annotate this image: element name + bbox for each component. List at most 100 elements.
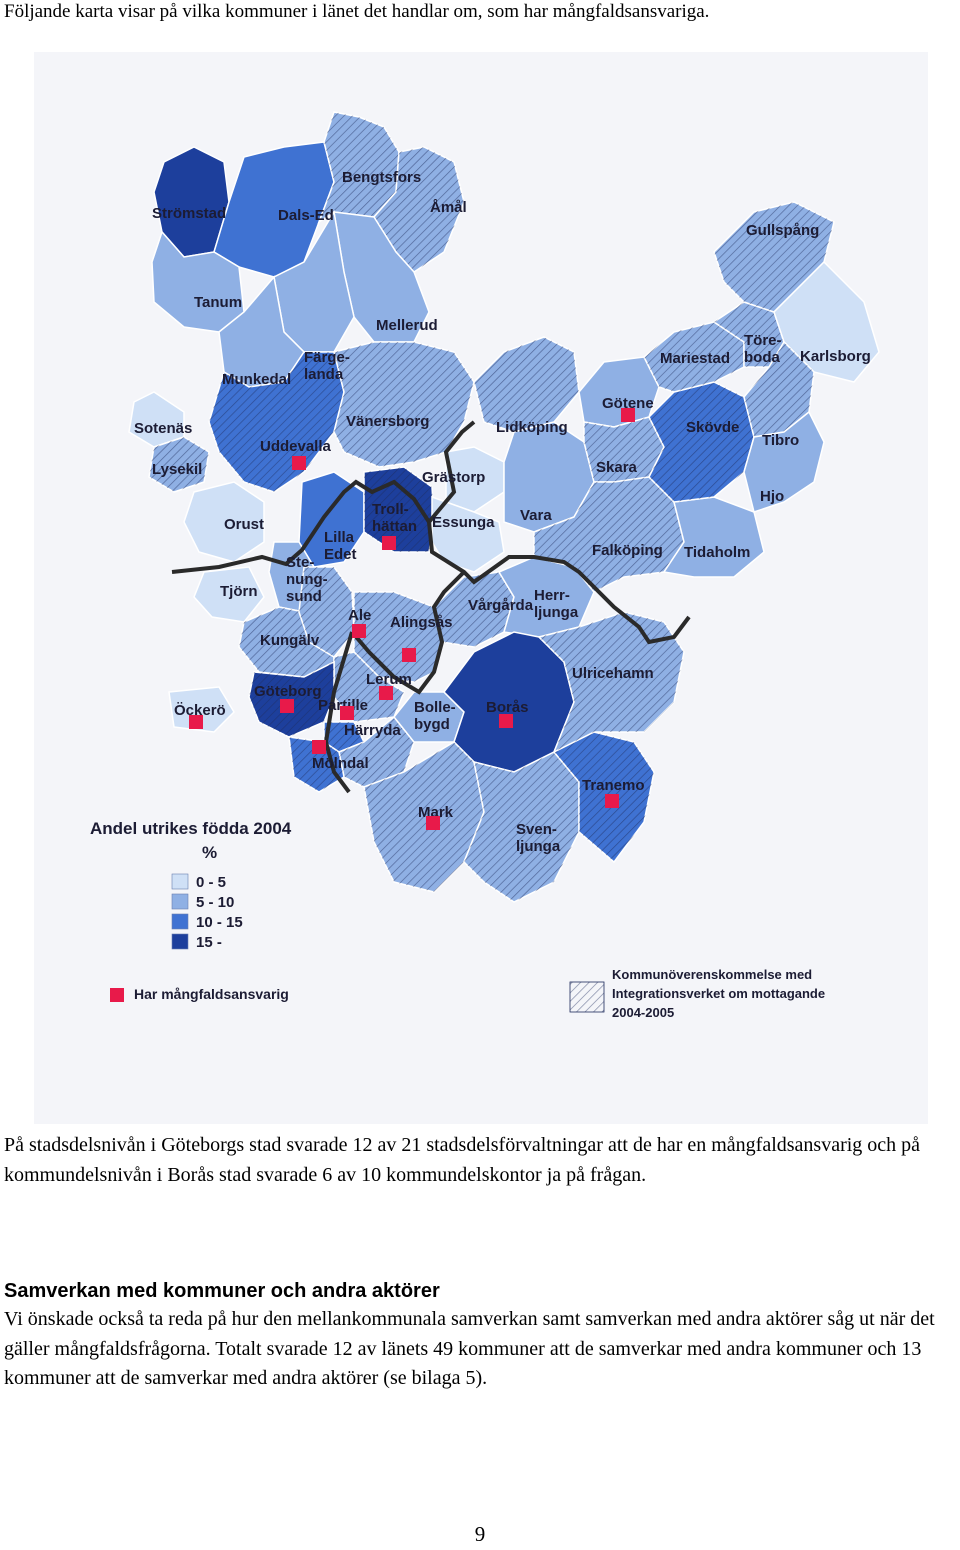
- hatch-uddevalla: [209, 352, 344, 492]
- label-karlsborg: Karlsborg: [800, 348, 871, 365]
- region-karlsborg: [773, 260, 880, 383]
- legend-agreement-line3: 2004-2005: [612, 1005, 674, 1020]
- label-grästorp: Grästorp: [422, 469, 485, 486]
- label-herr-ljunga: Herr-ljunga: [534, 587, 579, 621]
- label-dals-ed: Dals-Ed: [278, 207, 334, 224]
- marker-göteborg: [280, 699, 294, 713]
- label-strömstad: Strömstad: [152, 205, 226, 222]
- marker-götene: [621, 408, 635, 422]
- legend-agreement-line1: Kommunöverenskommelse med: [612, 967, 812, 982]
- label-ale: Ale: [348, 607, 371, 624]
- label-borås: Borås: [486, 699, 529, 716]
- paragraph-stadsdelar: På stadsdelsnivån i Göteborgs stad svara…: [4, 1134, 921, 1186]
- legend-band-label-2: 10 - 15: [196, 914, 243, 931]
- label-mellerud: Mellerud: [376, 317, 438, 334]
- hatch-ulricehamn: [539, 612, 684, 752]
- hatch-skara: [584, 417, 664, 482]
- paragraph-samverkan: Vi önskade också ta reda på hur den mell…: [4, 1308, 935, 1389]
- municipality-map: Strömstad Dals-Ed Bengtsfors Åmål Tanum Melle…: [34, 52, 928, 1124]
- legend-unit: %: [202, 843, 217, 862]
- hatch-ale: [299, 567, 354, 657]
- label-tibro: Tibro: [762, 432, 799, 449]
- hatch-lysekil: [149, 437, 209, 492]
- label-färge-landa: Färge-landa: [304, 349, 350, 383]
- label-tidaholm: Tidaholm: [684, 544, 750, 561]
- label-tjörn: Tjörn: [220, 583, 258, 600]
- hatch-falköping: [534, 477, 684, 592]
- hatch-lidköping: [474, 337, 579, 432]
- marker-mark: [426, 816, 440, 830]
- label-essunga: Essunga: [432, 514, 495, 531]
- label-götene: Götene: [602, 395, 654, 412]
- legend-band-label-1: 5 - 10: [196, 894, 234, 911]
- label-göteborg: Göteborg: [254, 683, 322, 700]
- hatch-mark: [364, 742, 484, 892]
- marker-troll-hättan: [382, 536, 396, 550]
- region-tidaholm: [662, 496, 765, 578]
- hatch-tranemo: [554, 732, 654, 862]
- hatch-skövde: [649, 382, 754, 502]
- label-vara: Vara: [520, 507, 552, 524]
- marker-öckerö: [189, 715, 203, 729]
- marker-alingsås: [402, 648, 416, 662]
- marker-partille: [340, 706, 354, 720]
- page-number: 9: [474, 1522, 486, 1546]
- label-falköping: Falköping: [592, 542, 663, 559]
- legend-swatch-1: [171, 893, 189, 910]
- label-tranemo: Tranemo: [582, 777, 645, 794]
- map-svg: Strömstad Dals-Ed Bengtsfors Åmål Tanum Melle…: [90, 111, 880, 1020]
- label-uddevalla: Uddevalla: [260, 438, 332, 455]
- label-orust: Orust: [224, 516, 264, 533]
- label-lerum: Lerum: [366, 671, 412, 688]
- label-lilla-edet: Lilla Edet: [324, 529, 357, 563]
- label-mölndal: Mölndal: [312, 755, 369, 772]
- hatch-lerum: [334, 652, 404, 722]
- legend-agreement-line2: Integrationsverket om mottagande: [612, 986, 825, 1001]
- legend-swatch-3: [171, 933, 189, 950]
- intro-text: Följande karta visar på vilka kommuner i…: [4, 1, 710, 22]
- label-mariestad: Mariestad: [660, 350, 730, 367]
- label-sven-ljunga: Sven-ljunga: [516, 821, 561, 855]
- label-bolle-bygd: Bolle-bygd: [414, 699, 456, 733]
- region-götene: [578, 356, 660, 428]
- hatch-åmål: [374, 147, 464, 272]
- label-gullspång: Gullspång: [746, 222, 819, 239]
- section-heading: Samverkan med kommuner och andra aktörer: [4, 1280, 440, 1302]
- region-öckerö: [168, 686, 235, 733]
- label-lysekil: Lysekil: [152, 461, 202, 478]
- label-sotenäs: Sotenäs: [134, 420, 192, 437]
- legend-title: Andel utrikes födda 2004: [90, 819, 292, 838]
- label-härryda: Härryda: [344, 722, 401, 739]
- label-lidköping: Lidköping: [496, 419, 568, 436]
- label-skövde: Skövde: [686, 419, 739, 436]
- hatch-töre-boda: [714, 302, 784, 367]
- hatch-bengtsfors: [319, 112, 399, 222]
- label-vänersborg: Vänersborg: [346, 413, 429, 430]
- legend-marker-label: Har mångfaldsansvarig: [134, 986, 289, 1002]
- hatch-gullspång: [714, 202, 834, 312]
- marker-lerum: [379, 686, 393, 700]
- legend-band-label-3: 15 -: [196, 934, 222, 951]
- label-kungälv: Kungälv: [260, 632, 320, 649]
- label-ulricehamn: Ulricehamn: [572, 665, 654, 682]
- hatch-härryda: [339, 717, 414, 787]
- hatch-mariestad: [644, 322, 744, 392]
- legend-swatch-2: [171, 913, 189, 930]
- legend-band-label-0: 0 - 5: [196, 874, 226, 891]
- label-alingsås: Alingsås: [390, 614, 453, 631]
- region-essunga: [431, 495, 505, 573]
- hatch-vårgårda: [434, 572, 514, 647]
- hatch-tibro: [744, 342, 814, 437]
- hatch-sven-ljunga: [464, 752, 579, 902]
- marker-borås: [499, 714, 513, 728]
- marker-tranemo: [605, 794, 619, 808]
- legend-marker-swatch: [110, 988, 124, 1002]
- hatch-vänersborg: [334, 342, 474, 467]
- marker-ale: [352, 624, 366, 638]
- label-ste-nung-sund: Ste-nung-sund: [286, 554, 328, 605]
- legend-swatch-0: [171, 873, 189, 890]
- label-partille: Partille: [318, 697, 368, 714]
- hatch-partille: [324, 722, 364, 752]
- label-munkedal: Munkedal: [222, 371, 291, 388]
- region-orust: [183, 481, 265, 563]
